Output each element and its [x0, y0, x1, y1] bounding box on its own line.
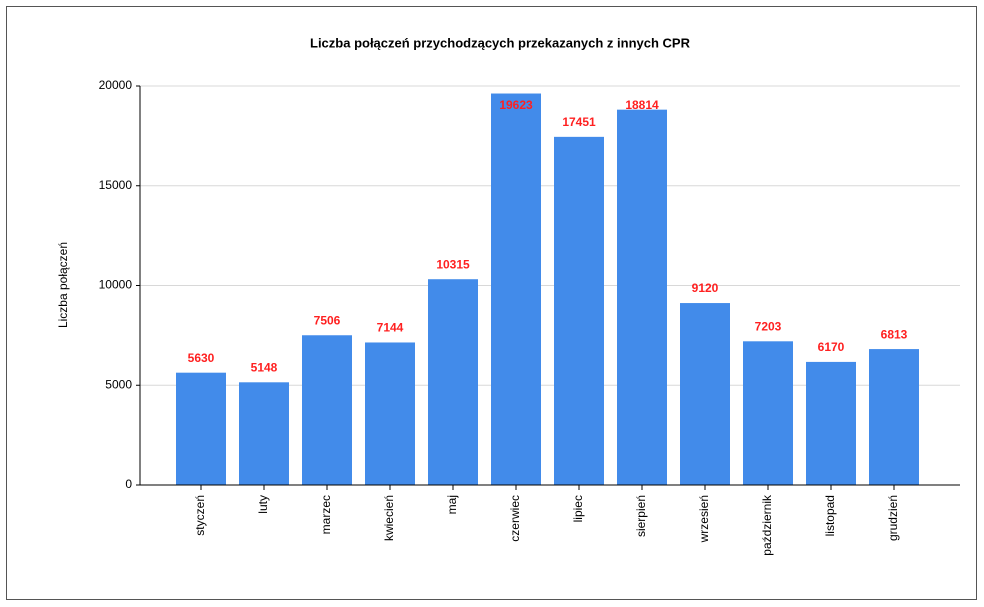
- bar: [491, 93, 541, 485]
- x-tick-label: luty: [256, 495, 270, 514]
- value-label: 7203: [755, 319, 782, 333]
- value-label: 5148: [251, 360, 278, 374]
- x-tick-label: listopad: [823, 495, 837, 536]
- value-label: 6813: [881, 327, 908, 341]
- chart-title: Liczba połączeń przychodzących przekazan…: [310, 35, 691, 50]
- bar: [428, 279, 478, 485]
- y-tick-label: 0: [125, 477, 132, 491]
- value-label: 6170: [818, 340, 845, 354]
- x-tick-label: grudzień: [886, 495, 900, 541]
- x-tick-label: maj: [445, 495, 459, 514]
- bar: [554, 136, 604, 486]
- y-tick-label: 5000: [105, 377, 132, 391]
- value-label: 7144: [377, 321, 404, 335]
- bar: [302, 335, 352, 485]
- value-label: 5630: [188, 351, 215, 365]
- bar: [806, 361, 856, 485]
- y-tick-label: 15000: [99, 178, 133, 192]
- bar: [680, 303, 730, 485]
- bar: [365, 342, 415, 485]
- value-label: 9120: [692, 281, 719, 295]
- x-tick-label: kwiecień: [382, 495, 396, 541]
- bar: [617, 109, 667, 485]
- y-tick-label: 20000: [99, 78, 133, 92]
- bar: [869, 349, 919, 485]
- bar: [176, 372, 226, 485]
- value-label: 18814: [625, 98, 659, 112]
- y-axis-label: Liczba połączeń: [56, 242, 70, 328]
- bar: [743, 341, 793, 485]
- x-tick-label: styczeń: [193, 495, 207, 536]
- value-label: 7506: [314, 313, 341, 327]
- value-label: 17451: [562, 115, 596, 129]
- value-label: 19623: [499, 98, 533, 112]
- value-label: 10315: [436, 257, 470, 271]
- y-tick-label: 10000: [99, 278, 133, 292]
- x-tick-label: wrzesień: [697, 495, 711, 543]
- x-tick-label: lipiec: [571, 495, 585, 522]
- x-tick-label: marzec: [319, 495, 333, 534]
- bar: [239, 382, 289, 485]
- x-tick-label: czerwiec: [508, 495, 522, 542]
- x-tick-label: październik: [760, 494, 774, 556]
- x-tick-label: sierpień: [634, 495, 648, 537]
